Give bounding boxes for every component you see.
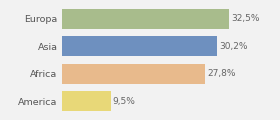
Text: 27,8%: 27,8% (207, 69, 235, 78)
Bar (62, 91, 111, 111)
Bar (62, 36, 217, 56)
Text: 32,5%: 32,5% (231, 14, 260, 23)
Bar (62, 9, 229, 29)
Text: 9,5%: 9,5% (113, 97, 136, 106)
Bar (62, 64, 205, 84)
Text: 30,2%: 30,2% (220, 42, 248, 51)
